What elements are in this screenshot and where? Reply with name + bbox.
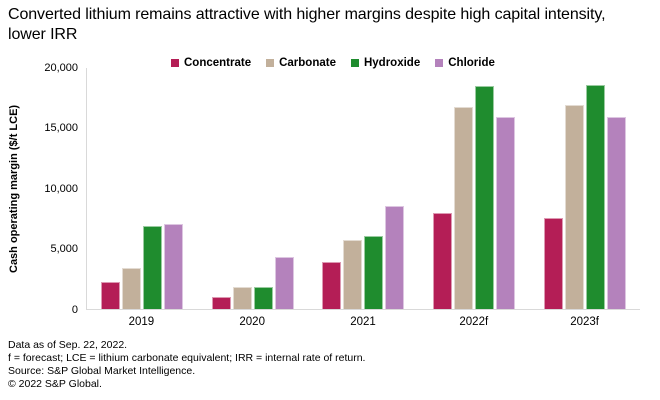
footer-date: Data as of Sep. 22, 2022. — [8, 339, 128, 351]
bar-group-2020 — [198, 68, 309, 309]
bar-hydroxide-2019 — [143, 225, 163, 309]
bar-chloride-2022f — [496, 116, 516, 309]
legend-label-hydroxide: Hydroxide — [363, 57, 421, 69]
bar-hydroxide-2021 — [364, 236, 384, 309]
legend-swatch-concentrate — [171, 59, 179, 67]
chart-title: Converted lithium remains attractive wit… — [8, 6, 606, 43]
bar-hydroxide-2023f — [585, 85, 605, 309]
x-label-2020: 2020 — [239, 316, 265, 328]
bar-hydroxide-2022f — [475, 86, 495, 309]
x-label-2021: 2021 — [350, 316, 376, 328]
legend-item-chloride: Chloride — [435, 57, 495, 69]
x-label-2022f: 2022f — [459, 316, 489, 328]
bar-chloride-2021 — [385, 206, 405, 309]
legend-swatch-chloride — [435, 59, 444, 67]
legend-swatch-carbonate — [266, 59, 275, 67]
bar-concentrate-2023f — [543, 218, 563, 309]
bar-concentrate-2020 — [211, 296, 231, 309]
legend-label-carbonate: Carbonate — [279, 57, 336, 69]
bar-chloride-2020 — [274, 257, 294, 309]
bar-carbonate-2023f — [564, 104, 584, 309]
y-tick-20000: 20,000 — [44, 61, 78, 74]
legend-swatch-hydroxide — [350, 59, 359, 67]
bar-group-2023f — [529, 68, 640, 309]
legend-item-carbonate: Carbonate — [266, 57, 336, 69]
bar-group-2021 — [308, 68, 419, 309]
x-label-2023f: 2023f — [570, 316, 599, 328]
y-tick-5000: 5,000 — [50, 243, 78, 255]
bar-chloride-2019 — [164, 224, 184, 309]
legend-label-chloride: Chloride — [448, 57, 495, 69]
footer-source: Source: S&P Global Market Intelligence. — [8, 365, 196, 377]
bar-concentrate-2021 — [322, 261, 342, 309]
legend: Concentrate Carbonate Hydroxide Chloride — [171, 57, 495, 69]
bar-concentrate-2019 — [101, 282, 121, 309]
bar-carbonate-2020 — [232, 287, 252, 309]
bar-carbonate-2019 — [122, 267, 142, 309]
footer-abbreviations: f = forecast; LCE = lithium carbonate eq… — [8, 352, 366, 364]
x-axis-labels: 2019 2020 2021 2022f 2023f — [86, 316, 640, 328]
bar-concentrate-2022f — [433, 213, 453, 309]
bar-group-2019 — [87, 68, 198, 309]
plot-area — [86, 68, 640, 310]
bar-carbonate-2022f — [454, 106, 474, 309]
bar-group-2022f — [419, 68, 530, 309]
bar-hydroxide-2020 — [253, 287, 273, 309]
legend-item-hydroxide: Hydroxide — [350, 57, 421, 69]
y-tick-15000: 15,000 — [44, 122, 78, 134]
footer-copyright: © 2022 S&P Global. — [8, 378, 102, 390]
x-label-2019: 2019 — [128, 316, 155, 328]
legend-item-concentrate: Concentrate — [171, 57, 251, 69]
y-tick-0: 0 — [71, 303, 78, 316]
bar-carbonate-2021 — [343, 240, 363, 309]
footer-notes: Data as of Sep. 22, 2022. f = forecast; … — [8, 339, 365, 391]
y-tick-10000: 10,000 — [44, 182, 78, 195]
bar-chloride-2023f — [606, 116, 626, 309]
legend-label-concentrate: Concentrate — [184, 57, 252, 69]
